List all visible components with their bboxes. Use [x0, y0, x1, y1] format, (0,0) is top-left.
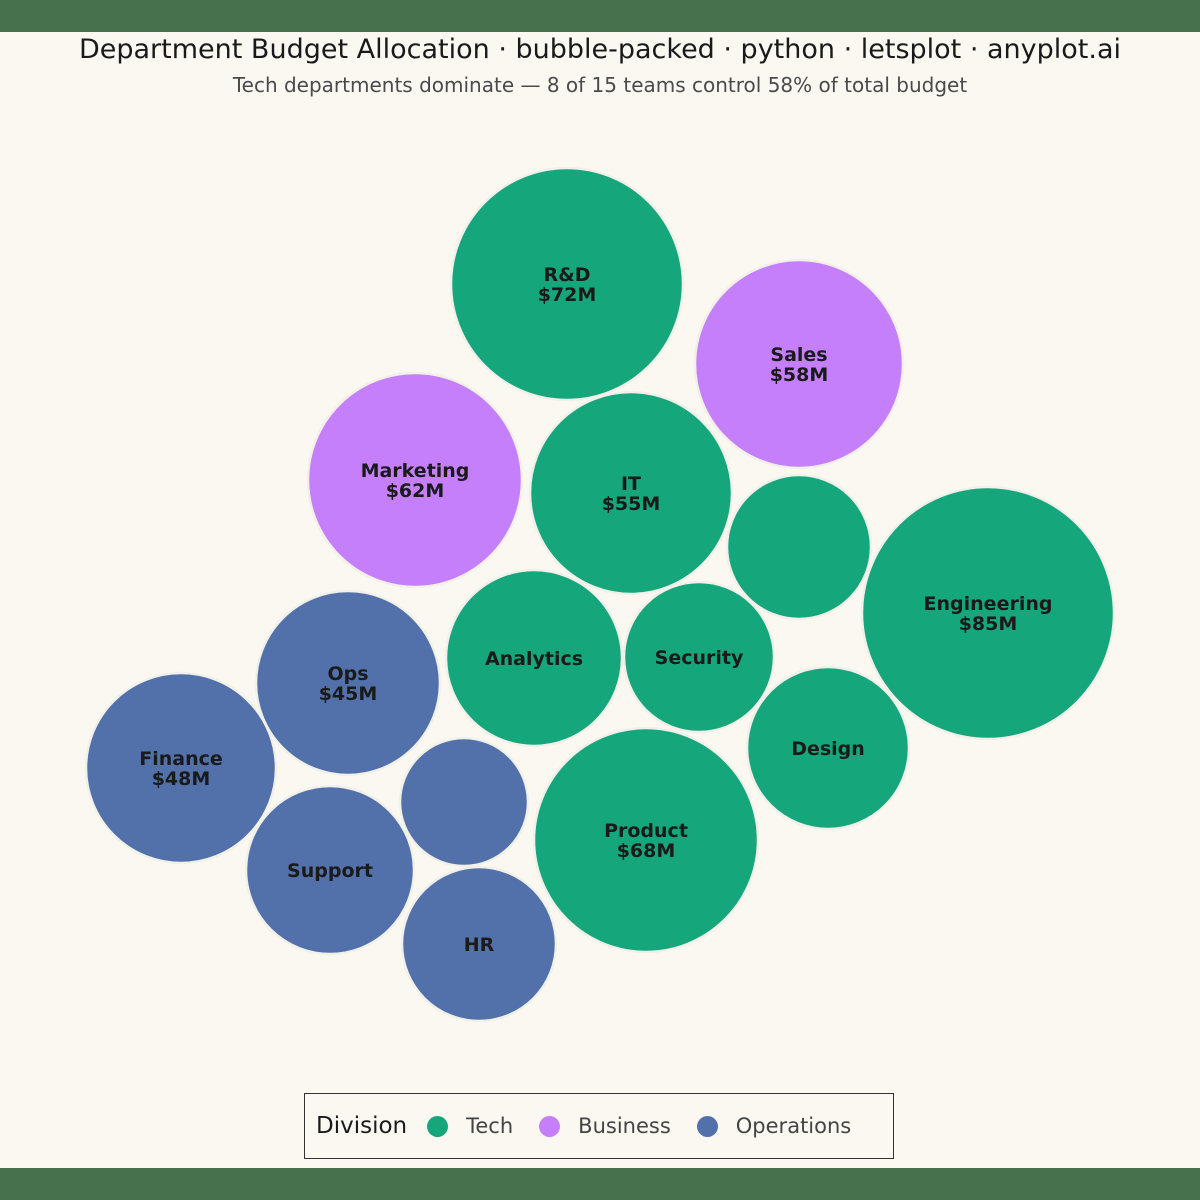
- bubble-engineering: Engineering $85M: [860, 485, 1116, 741]
- bubble-value-engineering: $85M: [959, 613, 1018, 635]
- bubble-circle-unlabeled-operations: [398, 736, 530, 868]
- bubble-name-design: Design: [791, 738, 865, 760]
- bubble-circle-support: [244, 784, 416, 956]
- bubble-name-it: IT: [621, 473, 641, 495]
- bubble-ops: Ops $45M: [254, 589, 442, 777]
- bubble-circle-hr: [400, 865, 558, 1023]
- bubble-label-finance: Finance $48M: [139, 748, 223, 790]
- bubble-name-hr: HR: [464, 934, 495, 956]
- bubble-circle-r-d: [449, 166, 685, 402]
- bubble-value-ops: $45M: [319, 683, 378, 705]
- bubble-label-marketing: Marketing $62M: [361, 460, 470, 502]
- bubble-analytics: Analytics: [444, 568, 624, 748]
- bubble-unlabeled-operations: [398, 736, 530, 868]
- bubble-label-hr: HR: [464, 934, 495, 956]
- bubble-label-engineering: Engineering $85M: [924, 593, 1053, 635]
- bubble-r-d: R&D $72M: [449, 166, 685, 402]
- bubble-name-security: Security: [655, 647, 744, 669]
- bubble-value-sales: $58M: [770, 364, 829, 386]
- bubble-label-r-d: R&D $72M: [538, 264, 597, 306]
- bubble-name-sales: Sales: [770, 344, 827, 366]
- bubble-product: Product $68M: [532, 726, 760, 954]
- bubble-circle-marketing: [306, 371, 524, 589]
- bubble-value-finance: $48M: [152, 768, 211, 790]
- bubble-circle-product: [532, 726, 760, 954]
- bubble-security: Security: [622, 580, 776, 734]
- bubble-name-product: Product: [604, 820, 688, 842]
- top-band: [0, 0, 1200, 32]
- bubble-circle-design: [745, 665, 911, 831]
- legend-swatch-operations: [696, 1115, 718, 1137]
- legend-title: Division: [316, 1113, 408, 1139]
- legend-label-business: Business: [578, 1114, 671, 1138]
- bubble-label-analytics: Analytics: [485, 648, 583, 670]
- bubble-name-finance: Finance: [139, 748, 223, 770]
- bubble-unlabeled-tech: [725, 473, 873, 621]
- chart-title: Department Budget Allocation · bubble-pa…: [78, 34, 1122, 65]
- bubble-circle-ops: [254, 589, 442, 777]
- legend-item-tech: Tech: [427, 1114, 513, 1138]
- legend-swatch-tech: [427, 1115, 449, 1137]
- bubble-sales: Sales $58M: [693, 258, 905, 470]
- bubble-label-product: Product $68M: [604, 820, 688, 862]
- bubble-finance: Finance $48M: [84, 671, 278, 865]
- bubble-name-support: Support: [287, 860, 373, 882]
- bubble-hr: HR: [400, 865, 558, 1023]
- legend-item-operations: Operations: [696, 1114, 852, 1138]
- bubble-name-analytics: Analytics: [485, 648, 583, 670]
- bubble-circle-security: [622, 580, 776, 734]
- bubble-label-design: Design: [791, 738, 865, 760]
- legend-label-tech: Tech: [466, 1114, 514, 1138]
- legend-swatch-business: [539, 1115, 561, 1137]
- bubble-name-marketing: Marketing: [361, 460, 470, 482]
- bubble-circle-analytics: [444, 568, 624, 748]
- bubble-name-r-d: R&D: [544, 264, 591, 286]
- bubble-it: IT $55M: [528, 390, 734, 596]
- bubble-circle-it: [528, 390, 734, 596]
- bubble-circle-engineering: [860, 485, 1116, 741]
- bubble-design: Design: [745, 665, 911, 831]
- bubble-label-sales: Sales $58M: [770, 344, 829, 386]
- bubble-value-product: $68M: [617, 840, 676, 862]
- bubble-circle-sales: [693, 258, 905, 470]
- bubble-value-it: $55M: [602, 493, 661, 515]
- bubble-chart: Engineering $85M R&D $72M Product $68M Marketi…: [84, 166, 1116, 1023]
- bubble-value-r-d: $72M: [538, 284, 597, 306]
- bubble-label-it: IT $55M: [602, 473, 661, 515]
- chart-subtitle: Tech departments dominate — 8 of 15 team…: [232, 73, 968, 97]
- bubble-label-support: Support: [287, 860, 373, 882]
- legend-item-business: Business: [539, 1114, 671, 1138]
- bubble-label-ops: Ops $45M: [319, 663, 378, 705]
- bubble-label-security: Security: [655, 647, 744, 669]
- bubble-support: Support: [244, 784, 416, 956]
- bubble-value-marketing: $62M: [386, 480, 445, 502]
- legend-label-operations: Operations: [735, 1114, 852, 1138]
- bottom-band: [0, 1168, 1200, 1200]
- legend: Division Tech Business Operations: [304, 1093, 894, 1159]
- bubble-name-ops: Ops: [327, 663, 368, 685]
- bubble-circle-finance: [84, 671, 278, 865]
- bubble-marketing: Marketing $62M: [306, 371, 524, 589]
- bubble-name-engineering: Engineering: [924, 593, 1053, 615]
- bubble-circle-unlabeled-tech: [725, 473, 873, 621]
